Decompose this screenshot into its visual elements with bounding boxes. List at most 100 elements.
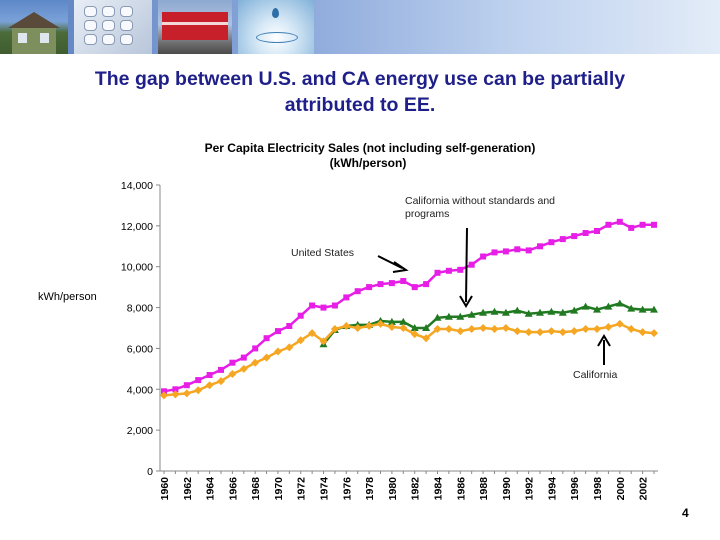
x-tick-label: 1988 xyxy=(478,477,490,501)
data-point xyxy=(615,299,624,307)
data-point xyxy=(627,325,636,333)
data-point xyxy=(513,306,522,314)
arrowhead-ca-without xyxy=(459,295,473,308)
data-point xyxy=(638,328,647,337)
data-point xyxy=(296,336,305,345)
x-tick-label: 1970 xyxy=(273,477,285,501)
data-point xyxy=(239,364,248,373)
data-point xyxy=(650,329,658,338)
data-point xyxy=(525,247,532,254)
x-tick-label: 1996 xyxy=(569,477,581,501)
x-tick-label: 2000 xyxy=(615,477,627,501)
x-tick-label: 1982 xyxy=(410,477,422,501)
data-point xyxy=(411,284,418,291)
data-point xyxy=(444,312,453,320)
data-point xyxy=(262,353,271,362)
y-tick-label: 8,000 xyxy=(127,303,153,315)
data-point xyxy=(285,343,294,352)
data-point xyxy=(195,377,202,384)
data-point xyxy=(433,325,442,333)
data-point xyxy=(604,302,613,310)
data-point xyxy=(536,328,544,337)
data-point xyxy=(240,354,247,361)
data-point xyxy=(342,322,351,330)
series-california xyxy=(160,319,658,400)
data-point xyxy=(422,334,431,343)
annotation-us-text: United States xyxy=(291,247,354,259)
annotation-united-states: United States xyxy=(291,247,409,273)
data-point xyxy=(457,266,464,273)
data-point xyxy=(183,382,190,389)
data-point xyxy=(581,302,590,310)
annotation-ca-without-line-1: California without standards and xyxy=(405,195,555,207)
data-point xyxy=(615,319,624,328)
data-point xyxy=(490,325,499,333)
water-drop-photo xyxy=(238,0,314,54)
data-point xyxy=(501,308,510,316)
red-train-photo xyxy=(158,0,232,54)
data-point xyxy=(501,324,510,332)
x-tick-label: 1972 xyxy=(296,477,308,501)
x-tick-label: 1984 xyxy=(432,477,444,501)
data-point xyxy=(524,309,533,317)
x-tick-label: 1992 xyxy=(524,477,536,501)
data-point xyxy=(638,305,647,313)
data-point xyxy=(593,325,601,333)
data-point xyxy=(467,325,476,333)
data-point xyxy=(331,302,338,309)
data-point xyxy=(650,305,658,313)
data-point xyxy=(182,389,191,398)
data-point xyxy=(365,322,374,330)
data-point xyxy=(399,324,408,332)
data-point xyxy=(616,218,623,225)
x-tick-label: 1968 xyxy=(250,477,262,501)
data-point xyxy=(263,335,270,342)
data-point xyxy=(422,324,431,331)
data-point xyxy=(388,280,395,287)
annotation-ca-without-line-2: programs xyxy=(405,208,449,220)
data-point xyxy=(444,325,453,333)
x-tick-label: 1976 xyxy=(341,477,353,501)
data-point xyxy=(524,328,533,337)
data-point xyxy=(558,308,567,316)
data-point xyxy=(605,221,612,228)
data-point xyxy=(275,328,281,335)
data-point xyxy=(354,288,361,295)
data-point xyxy=(387,323,396,331)
data-point xyxy=(480,253,487,260)
data-point xyxy=(274,347,282,356)
data-point xyxy=(651,221,657,228)
data-point xyxy=(433,313,442,321)
series-layer xyxy=(160,218,658,400)
x-axis-ticks: 1960 1962 1964 1966 1968 1970 1972 1974 1976 1978… xyxy=(159,471,655,501)
data-point xyxy=(604,323,613,331)
data-point xyxy=(160,391,168,400)
x-tick-label: 1980 xyxy=(387,477,399,501)
data-point xyxy=(570,327,579,336)
data-point xyxy=(229,359,236,366)
series-united-states xyxy=(161,218,657,395)
data-point xyxy=(194,386,203,395)
data-point xyxy=(206,372,213,378)
data-point xyxy=(205,381,214,390)
x-tick-label: 1986 xyxy=(455,477,467,501)
data-point xyxy=(308,329,317,338)
data-point xyxy=(639,221,646,228)
data-point xyxy=(559,236,566,243)
arrowhead-ca xyxy=(597,334,611,347)
data-point xyxy=(456,327,465,336)
data-point xyxy=(502,248,509,255)
data-point xyxy=(376,319,385,328)
arrow-us xyxy=(377,255,403,269)
data-point xyxy=(410,324,419,331)
data-point xyxy=(218,366,224,373)
data-point xyxy=(547,307,556,315)
y-tick-label: 14,000 xyxy=(121,180,153,192)
page-number: 4 xyxy=(682,506,689,520)
data-point xyxy=(547,327,556,336)
house-solar-photo xyxy=(0,0,68,54)
y-axis-ticks: 0 2,000 4,000 6,000 8,000 10,000 12,000 14,000 xyxy=(121,180,160,478)
y-tick-label: 12,000 xyxy=(121,221,153,233)
x-tick-label: 1994 xyxy=(546,477,558,501)
